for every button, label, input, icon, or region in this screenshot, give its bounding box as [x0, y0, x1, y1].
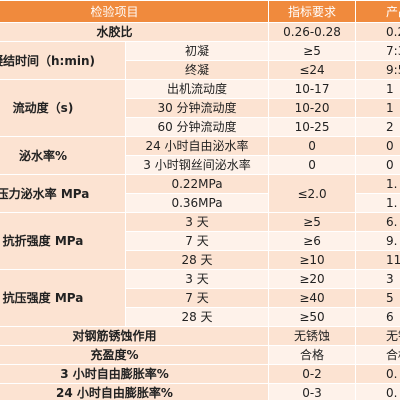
table-row: 充盈度%合格合格 — [0, 345, 400, 365]
subitem-cell: 3 小时钢丝间泌水率 — [124, 155, 270, 175]
table-row: 凝结时间（h:min)初凝≥57:3 — [0, 41, 400, 80]
header-cell: 产品 — [355, 0, 400, 23]
subitem-cell: 3 天 — [124, 212, 270, 232]
subitem-cell: 终凝 — [124, 60, 270, 80]
result-cell: 0. — [355, 364, 400, 384]
table-row: 抗折强度 MPa 3 天 ≥5 6. — [0, 212, 400, 270]
header-cell: 检验项目 — [0, 0, 270, 23]
result-cell: 0.2 — [355, 22, 400, 42]
subitem-cell: 3 天 — [124, 269, 270, 289]
subitem-cell: 24 小时自由泌水率 — [124, 136, 270, 156]
requirement-cell: ≥20 — [268, 269, 357, 289]
subitem-cell: 28 天 — [124, 250, 270, 270]
table-row: 3 小时钢丝间泌水率 0 0 — [0, 155, 400, 175]
table-row: 7 天 ≥40 5 — [0, 288, 400, 308]
requirement-cell: ≤24 — [268, 60, 357, 80]
subitem-cell: 30 分钟流动度 — [124, 98, 270, 118]
result-cell: 0 — [355, 155, 400, 175]
subitem-cell: 7 天 — [124, 288, 270, 308]
requirement-cell: ≤2.0 — [268, 174, 357, 213]
requirement-cell: ≥10 — [268, 250, 357, 270]
requirement-cell: 10-17 — [268, 79, 357, 99]
table-row: 对钢筋锈蚀作用无锈蚀无锈 — [0, 326, 400, 346]
subitem-cell: 初凝 — [124, 41, 270, 61]
result-cell: 5 — [355, 288, 400, 308]
result-cell: 无锈 — [355, 326, 400, 346]
table-row: 抗压强度 MPa 3 天 ≥20 3 — [0, 269, 400, 327]
table-body: 水胶比0.26-0.280.2凝结时间（h:min)初凝≥57:3终凝≤249:… — [0, 22, 400, 400]
result-cell: 3 — [355, 269, 400, 289]
item-cell: 24 小时自由膨胀率% — [0, 383, 270, 400]
table-row: 28 天 ≥10 11 — [0, 250, 400, 270]
subitem-cell: 60 分钟流动度 — [124, 117, 270, 137]
result-cell: 0 — [355, 136, 400, 156]
header-row: 检验项目 指标要求 产品 — [0, 0, 400, 23]
requirement-cell: 0 — [268, 136, 357, 156]
result-cell: 7:3 — [355, 41, 400, 61]
requirement-cell: ≥5 — [268, 41, 357, 61]
requirement-cell: ≥6 — [268, 231, 357, 251]
table-row: 压力泌水率 MPa 0.22MPa ≤2.0 1. — [0, 174, 400, 213]
result-cell: 合格 — [355, 345, 400, 365]
result-cell: 1 — [355, 98, 400, 118]
requirement-cell: ≥50 — [268, 307, 357, 327]
subitem-cell: 0.36MPa — [124, 193, 270, 213]
table-row: 7 天 ≥6 9. — [0, 231, 400, 251]
item-cell: 3 小时自由膨胀率% — [0, 364, 270, 384]
header-cell: 指标要求 — [268, 0, 357, 23]
result-cell: 1. — [355, 193, 400, 213]
table-row: 终凝≤249:5 — [0, 60, 400, 80]
table-row: 泌水率% 24 小时自由泌水率 0 0 — [0, 136, 400, 175]
result-cell: 9:5 — [355, 60, 400, 80]
requirement-cell: 无锈蚀 — [268, 326, 357, 346]
requirement-cell: 0 — [268, 155, 357, 175]
item-cell: 流动度（s) — [0, 79, 126, 137]
result-cell: 1. — [355, 174, 400, 194]
table-row: 0.36MPa 1. — [0, 193, 400, 213]
result-cell: 6 — [355, 307, 400, 327]
table-row: 流动度（s) 出机流动度 10-17 1 — [0, 79, 400, 137]
item-cell: 抗折强度 MPa — [0, 212, 126, 270]
subitem-cell: 28 天 — [124, 307, 270, 327]
table-row: 3 小时自由膨胀率% 0-2 0. — [0, 364, 400, 384]
requirement-cell: 10-25 — [268, 117, 357, 137]
item-cell: 泌水率% — [0, 136, 126, 175]
result-cell: 1 — [355, 79, 400, 99]
result-cell: 9. — [355, 231, 400, 251]
subitem-cell: 0.22MPa — [124, 174, 270, 194]
result-cell: 11 — [355, 250, 400, 270]
result-cell: 6. — [355, 212, 400, 232]
subitem-cell: 7 天 — [124, 231, 270, 251]
requirement-cell: 合格 — [268, 345, 357, 365]
result-cell: 2 — [355, 117, 400, 137]
item-cell: 抗压强度 MPa — [0, 269, 126, 327]
requirement-cell: 0.26-0.28 — [268, 22, 357, 42]
result-cell: 0. — [355, 383, 400, 400]
subitem-cell: 出机流动度 — [124, 79, 270, 99]
table-row: 24 小时自由膨胀率% 0-3 0. — [0, 383, 400, 400]
item-cell: 水胶比 — [0, 22, 270, 42]
table-row: 30 分钟流动度 10-20 1 — [0, 98, 400, 118]
requirement-cell: 0-3 — [268, 383, 357, 400]
requirement-cell: 10-20 — [268, 98, 357, 118]
item-cell: 对钢筋锈蚀作用 — [0, 326, 270, 346]
requirement-cell: ≥40 — [268, 288, 357, 308]
item-cell: 压力泌水率 MPa — [0, 174, 126, 213]
requirement-cell: ≥5 — [268, 212, 357, 232]
requirement-cell: 0-2 — [268, 364, 357, 384]
item-cell: 充盈度% — [0, 345, 270, 365]
item-cell: 凝结时间（h:min) — [0, 41, 126, 80]
